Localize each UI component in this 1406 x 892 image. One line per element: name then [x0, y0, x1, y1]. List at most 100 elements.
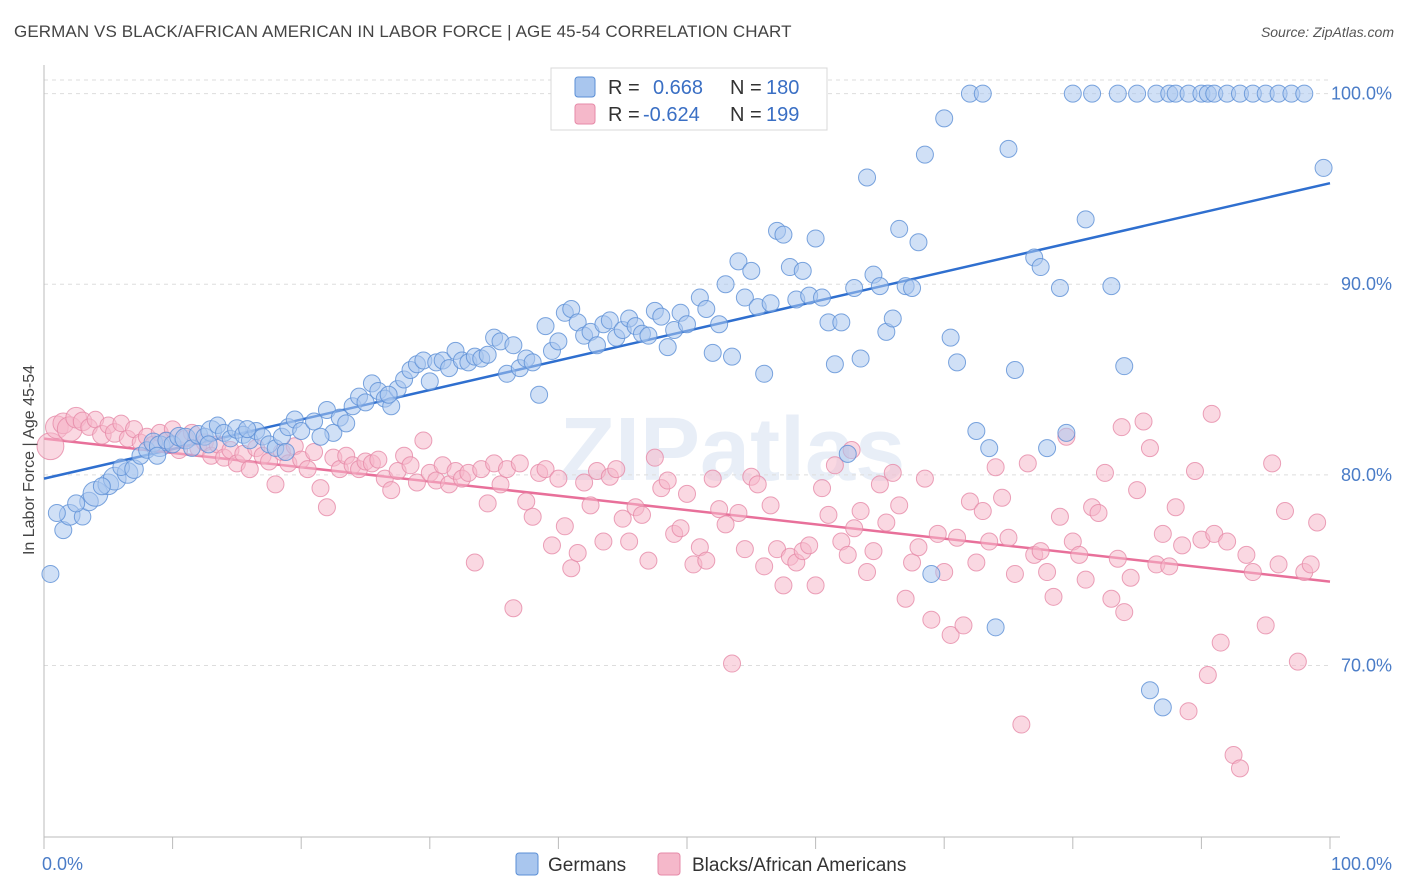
german-point-0 [41, 564, 60, 583]
german-point-147 [1076, 210, 1095, 229]
legend-n-label-0: N = [730, 77, 762, 99]
black-point-108 [735, 540, 754, 559]
black-point-168 [1121, 568, 1140, 587]
german-point-132 [941, 328, 960, 347]
black-point-77 [536, 460, 555, 479]
german-point-149 [1102, 277, 1121, 296]
german-point-150 [1108, 84, 1127, 103]
black-point-157 [1050, 507, 1069, 526]
black-point-192 [1288, 652, 1307, 671]
black-point-155 [1038, 563, 1057, 582]
black-point-161 [1076, 570, 1095, 589]
black-point-111 [755, 557, 774, 576]
black-point-78 [542, 536, 561, 555]
black-point-68 [478, 494, 497, 513]
black-point-105 [716, 515, 735, 534]
german-point-136 [973, 84, 992, 103]
german-point-173 [148, 446, 167, 465]
german-point-95 [697, 299, 716, 318]
black-point-88 [607, 460, 626, 479]
black-point-194 [1301, 555, 1320, 574]
bottom-legend-blacks: Blacks/African Americans [692, 855, 906, 876]
black-point-82 [568, 543, 587, 562]
trend-lines [43, 181, 1331, 583]
black-point-72 [504, 599, 523, 618]
black-point-89 [613, 509, 632, 528]
german-point-168 [1295, 84, 1314, 103]
x-tick-label-1: 100.0% [1331, 854, 1392, 874]
black-point-188 [1256, 616, 1275, 635]
black-point-40 [298, 460, 317, 479]
german-point-179 [379, 385, 398, 404]
black-point-140 [941, 625, 960, 644]
german-point-171 [67, 494, 86, 513]
german-point-69 [523, 353, 542, 372]
black-point-112 [761, 496, 780, 515]
german-point-43 [356, 393, 375, 412]
german-point-117 [838, 444, 857, 463]
black-point-151 [1012, 715, 1031, 734]
german-point-133 [948, 353, 967, 372]
black-point-42 [311, 479, 330, 498]
german-point-137 [980, 439, 999, 458]
black-point-74 [517, 492, 536, 511]
bottom-legend-swatch-germans [515, 852, 539, 876]
black-point-75 [523, 507, 542, 526]
black-point-56 [401, 456, 420, 475]
legend-n-value-1: 199 [766, 104, 799, 126]
german-point-107 [774, 225, 793, 244]
black-point-131 [883, 463, 902, 482]
german-point-100 [729, 252, 748, 271]
legend-r-value-0: 0.668 [653, 77, 703, 99]
german-point-155 [1153, 698, 1172, 717]
black-point-195 [1308, 513, 1327, 532]
german-point-135 [967, 421, 986, 440]
german-point-170 [47, 503, 66, 522]
black-point-185 [1230, 759, 1249, 778]
german-point-102 [742, 261, 761, 280]
german-point-174 [199, 435, 218, 454]
black-point-73 [510, 454, 529, 473]
black-point-163 [1089, 503, 1108, 522]
legend-r-label-1: R = [608, 104, 640, 126]
black-point-145 [973, 502, 992, 521]
german-point-143 [1038, 439, 1057, 458]
german-point-36 [292, 421, 311, 440]
black-point-174 [1160, 557, 1179, 576]
black-point-43 [317, 498, 336, 517]
german-point-119 [851, 349, 870, 368]
black-point-187 [1243, 563, 1262, 582]
black-point-83 [575, 473, 594, 492]
legend-r-value-1: -0.624 [643, 104, 700, 126]
german-point-139 [999, 139, 1018, 158]
german-point-152 [1128, 84, 1147, 103]
legend-n-value-0: 180 [766, 77, 799, 99]
black-point-180 [1198, 665, 1217, 684]
y-tick-label-0: 70.0% [1341, 655, 1392, 675]
black-point-143 [960, 492, 979, 511]
black-point-154 [1031, 542, 1050, 561]
black-point-122 [825, 456, 844, 475]
black-point-126 [851, 502, 870, 521]
black-point-106 [723, 654, 742, 673]
german-point-148 [1083, 84, 1102, 103]
series-germans-points [41, 84, 1333, 717]
german-point-113 [813, 288, 832, 307]
y-axis-label: In Labor Force | Age 45-54 [21, 365, 38, 555]
black-point-171 [1140, 439, 1159, 458]
german-point-177 [311, 427, 330, 446]
german-point-169 [1314, 158, 1333, 177]
german-point-178 [337, 414, 356, 433]
black-point-93 [639, 551, 658, 570]
black-point-119 [806, 576, 825, 595]
black-point-183 [1218, 532, 1237, 551]
german-point-101 [735, 288, 754, 307]
german-point-71 [536, 317, 555, 336]
black-point-127 [858, 563, 877, 582]
black-point-173 [1153, 524, 1172, 543]
black-point-167 [1115, 603, 1134, 622]
legend-box [550, 67, 828, 131]
bottom-legend-germans: Germans [548, 855, 626, 876]
black-point-148 [993, 488, 1012, 507]
